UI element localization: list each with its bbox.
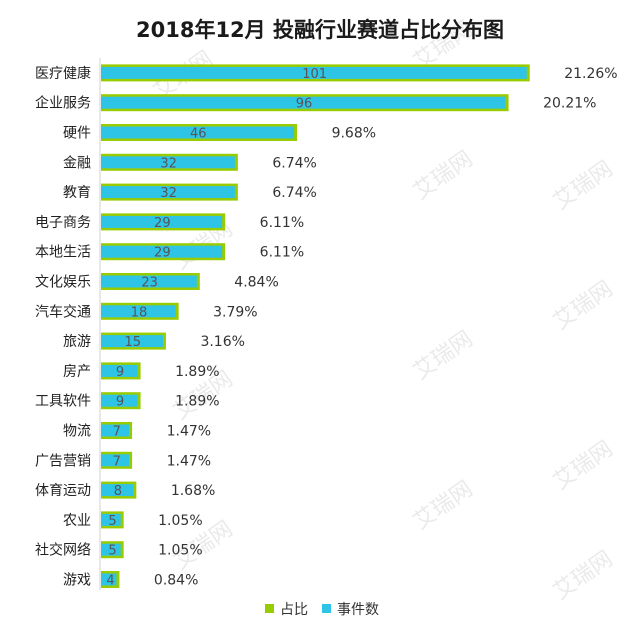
category-label: 医疗健康	[35, 65, 91, 82]
events-bar	[101, 215, 223, 228]
event-value-label: 4	[106, 574, 114, 589]
legend-swatch-events	[322, 604, 331, 613]
watermark: 艾瑞网	[549, 437, 617, 495]
share-value-label: 1.47%	[167, 453, 211, 469]
event-value-label: 5	[108, 514, 116, 529]
events-bar	[101, 543, 121, 556]
share-value-label: 0.84%	[154, 573, 198, 589]
event-value-label: 32	[160, 156, 177, 171]
event-value-label: 32	[160, 186, 177, 201]
watermark: 艾瑞网	[409, 477, 477, 535]
legend-swatch-share	[265, 604, 274, 613]
events-bar	[101, 484, 134, 497]
share-value-label: 4.84%	[234, 275, 278, 291]
category-label: 游戏	[63, 573, 91, 589]
category-label: 广告营销	[35, 453, 91, 469]
events-bar	[101, 573, 117, 586]
legend-label-events: 事件数	[337, 602, 379, 618]
category-label: 物流	[63, 424, 91, 440]
share-value-label: 6.11%	[260, 215, 304, 231]
event-value-label: 7	[113, 454, 121, 469]
event-value-label: 9	[116, 395, 124, 410]
events-bar	[101, 424, 130, 437]
share-value-label: 6.74%	[272, 185, 316, 201]
share-value-label: 1.68%	[171, 483, 215, 499]
share-value-label: 1.89%	[175, 394, 219, 410]
share-value-label: 3.16%	[200, 334, 244, 350]
events-bar	[101, 96, 506, 109]
events-bar	[101, 364, 138, 377]
category-label: 金融	[63, 155, 91, 171]
watermark: 艾瑞网	[549, 547, 617, 605]
category-label: 房产	[63, 364, 91, 380]
share-value-label: 1.05%	[158, 513, 202, 529]
events-bar	[101, 335, 163, 348]
event-value-label: 23	[141, 276, 158, 291]
event-value-label: 5	[108, 544, 116, 559]
category-label: 汽车交通	[35, 303, 91, 320]
events-bar	[101, 394, 138, 407]
share-value-label: 9.68%	[332, 126, 376, 142]
legend: 占比 事件数	[265, 602, 379, 618]
category-label: 社交网络	[35, 542, 91, 559]
event-value-label: 18	[131, 305, 148, 320]
category-label: 企业服务	[35, 95, 91, 112]
share-value-label: 1.47%	[167, 424, 211, 440]
events-bar	[101, 186, 235, 199]
category-label: 电子商务	[35, 215, 91, 231]
category-label: 体育运动	[35, 483, 91, 499]
events-bar	[101, 305, 176, 318]
event-value-label: 29	[154, 216, 171, 231]
event-value-label: 8	[114, 484, 122, 499]
share-value-label: 6.11%	[260, 245, 304, 261]
legend-label-share: 占比	[280, 602, 308, 618]
event-value-label: 7	[113, 425, 121, 440]
events-bar	[101, 156, 235, 169]
watermark: 艾瑞网	[549, 157, 617, 215]
share-value-label: 1.89%	[175, 364, 219, 380]
category-label: 硬件	[63, 126, 91, 142]
chart-title: 2018年12月 投融行业赛道占比分布图	[136, 18, 504, 42]
events-bar	[101, 513, 121, 526]
share-value-label: 21.26%	[564, 66, 617, 82]
share-value-label: 3.79%	[213, 304, 257, 320]
event-value-label: 9	[116, 365, 124, 380]
event-value-label: 101	[302, 67, 327, 82]
event-value-label: 46	[190, 127, 207, 142]
events-bar	[101, 66, 527, 79]
category-label: 旅游	[63, 334, 91, 350]
events-bar	[101, 275, 197, 288]
share-value-label: 1.05%	[158, 543, 202, 559]
events-bar	[101, 454, 130, 467]
share-value-label: 6.74%	[272, 155, 316, 171]
category-label: 文化娱乐	[35, 275, 91, 291]
category-label: 本地生活	[35, 245, 91, 261]
event-value-label: 96	[296, 97, 313, 112]
events-bar	[101, 245, 223, 258]
watermark: 艾瑞网	[409, 147, 477, 205]
watermark: 艾瑞网	[409, 327, 477, 385]
watermark: 艾瑞网	[549, 277, 617, 335]
event-value-label: 29	[154, 246, 171, 261]
share-value-label: 20.21%	[543, 96, 596, 112]
category-label: 教育	[63, 185, 91, 201]
event-value-label: 15	[124, 335, 141, 350]
category-label: 农业	[63, 513, 91, 529]
category-label: 工具软件	[35, 394, 91, 410]
events-bar	[101, 126, 295, 139]
